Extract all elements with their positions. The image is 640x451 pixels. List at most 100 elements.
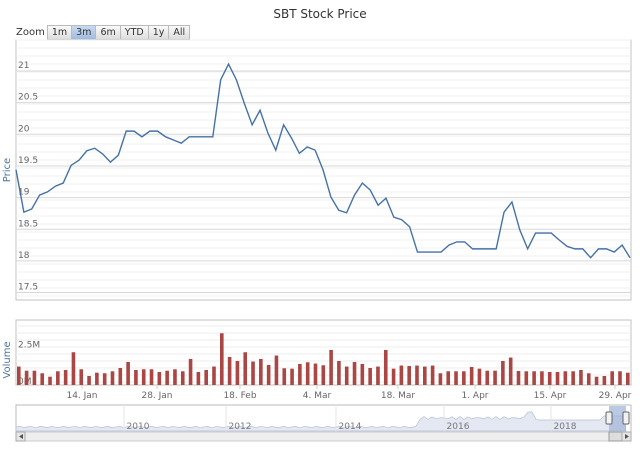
volume-bar <box>188 358 193 385</box>
volume-bar <box>368 367 372 385</box>
price-tick-label: 18.5 <box>18 219 38 229</box>
volume-bar <box>423 366 427 385</box>
volume-bar <box>149 369 154 385</box>
volume-bar <box>454 371 458 385</box>
volume-bar <box>399 365 404 385</box>
navigator-year-label: 2012 <box>229 422 252 432</box>
volume-bar <box>24 370 29 385</box>
volume-bar <box>40 373 45 385</box>
volume-bar <box>243 352 248 385</box>
volume-bar <box>290 368 294 385</box>
volume-bar <box>571 371 575 385</box>
navigator-series <box>15 411 627 432</box>
volume-bar <box>313 363 318 385</box>
volume-bar <box>126 361 130 385</box>
price-tick-label: 17.5 <box>18 283 38 293</box>
volume-bar <box>212 366 216 385</box>
volume-bar <box>516 370 521 385</box>
zoom-label: Zoom <box>16 27 45 38</box>
volume-bar <box>298 363 302 385</box>
volume-bar <box>540 371 544 385</box>
volume-bar <box>469 366 474 385</box>
volume-bar <box>579 369 583 385</box>
volume-bar <box>383 349 388 385</box>
x-tick-label: 28. Jan <box>141 391 172 401</box>
volume-bar <box>204 369 208 385</box>
volume-bar <box>32 370 37 385</box>
price-tick-label: 21 <box>18 61 29 71</box>
volume-bar <box>555 371 560 385</box>
volume-bar <box>87 375 91 385</box>
volume-bar <box>337 360 341 385</box>
volume-bar <box>391 368 396 385</box>
volume-bar <box>220 333 224 385</box>
volume-tick-label: 2.5M <box>18 340 40 350</box>
volume-bar <box>446 371 451 385</box>
volume-bar <box>586 373 591 385</box>
volume-bar <box>532 371 536 385</box>
volume-bar <box>56 371 60 385</box>
x-tick-label: 18. Feb <box>223 391 256 401</box>
price-tick-label: 20 <box>18 124 30 134</box>
price-tick-label: 20.5 <box>18 93 38 103</box>
chart-title: SBT Stock Price <box>273 7 366 21</box>
scrollbar-track[interactable] <box>15 431 632 442</box>
volume-bar <box>329 349 333 385</box>
volume-bar <box>352 361 357 385</box>
navigator-selected-range <box>609 406 626 431</box>
navigator-year-label: 2010 <box>127 422 150 432</box>
volume-bar <box>274 355 279 385</box>
navigator-handle[interactable] <box>605 411 613 425</box>
volume-bar <box>610 371 614 385</box>
x-tick-label: 14. Jan <box>66 391 97 401</box>
volume-bar <box>360 363 365 385</box>
volume-bar <box>524 371 529 385</box>
volume-bar <box>594 376 599 385</box>
navigator-handle[interactable] <box>622 411 630 425</box>
volume-bar <box>71 352 76 385</box>
volume-bar <box>102 373 107 385</box>
x-tick-label: 15. Apr <box>534 391 567 401</box>
volume-bar <box>493 370 497 385</box>
volume-bar <box>165 370 169 385</box>
volume-bar <box>376 366 380 385</box>
navigator-year-label: 2014 <box>339 422 362 432</box>
x-tick-label: 18. Mar <box>381 391 415 401</box>
volume-bar <box>563 371 568 385</box>
volume-bar <box>415 365 419 385</box>
volume-bar <box>626 372 630 385</box>
price-axis-label: Price <box>2 158 13 182</box>
volume-bar <box>344 366 349 385</box>
volume-bar <box>407 365 411 385</box>
x-tick-label: 4. Mar <box>303 391 332 401</box>
volume-bar <box>227 356 232 385</box>
volume-bar <box>17 366 21 385</box>
volume-bar <box>134 369 138 385</box>
volume-bar <box>259 358 263 385</box>
volume-bar <box>118 367 123 385</box>
x-tick-label: 1. Apr <box>461 391 488 401</box>
volume-bar <box>282 368 287 385</box>
volume-bar <box>63 369 68 385</box>
volume-bar <box>438 373 443 385</box>
navigator-year-label: 2018 <box>554 422 577 432</box>
volume-bar <box>462 371 466 385</box>
volume-bar <box>196 371 201 385</box>
volume-bar <box>110 371 115 385</box>
volume-bar <box>430 365 435 385</box>
volume-bar <box>477 368 482 385</box>
volume-bar <box>602 375 607 385</box>
volume-bar <box>305 362 310 385</box>
volume-bar <box>618 371 622 385</box>
volume-bar <box>180 371 185 385</box>
volume-bar <box>95 372 99 385</box>
arrow-right-icon <box>625 434 629 439</box>
volume-bar <box>508 357 513 385</box>
price-tick-label: 18 <box>18 251 30 261</box>
volume-bar <box>235 360 240 385</box>
volume-bar <box>173 369 177 385</box>
volume-bar <box>266 364 271 385</box>
volume-bar <box>485 370 490 385</box>
